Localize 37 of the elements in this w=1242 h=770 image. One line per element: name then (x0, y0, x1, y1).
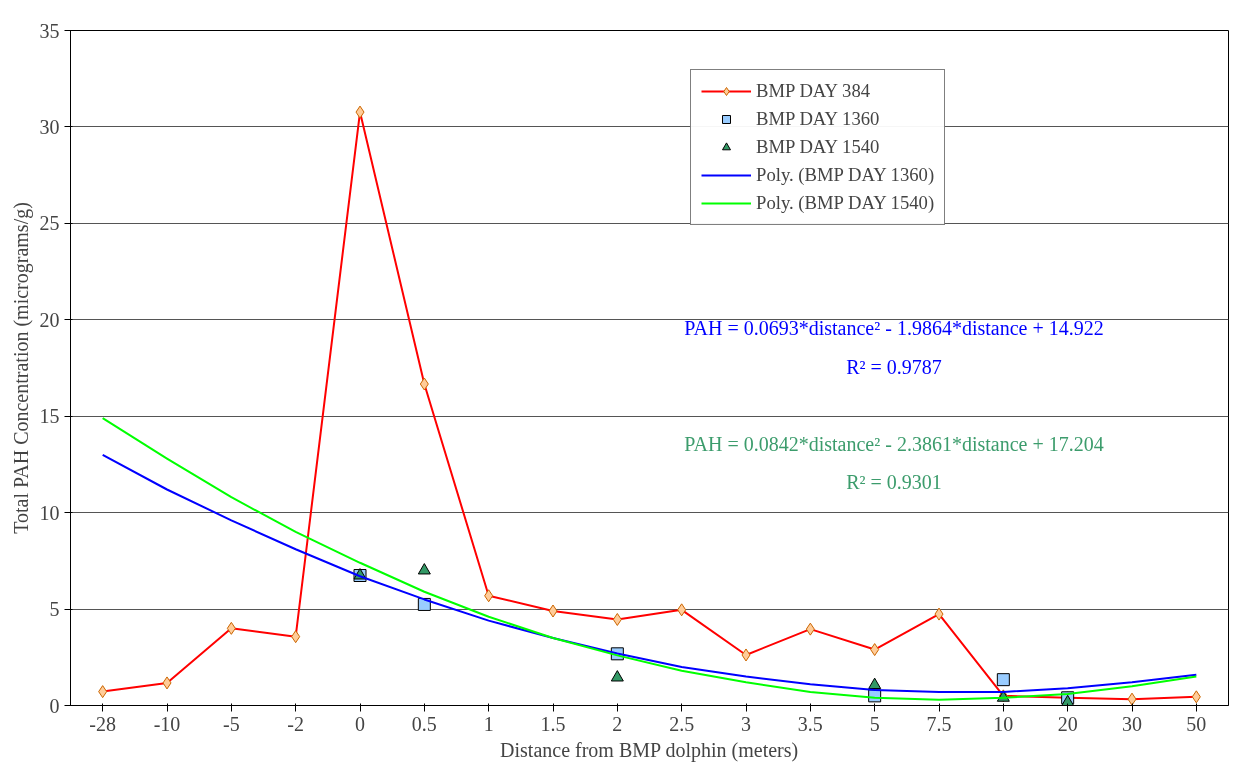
legend-label: Poly. (BMP DAY 1540) (756, 192, 935, 214)
x-tick-label: 10 (993, 712, 1014, 735)
x-tick-label: -28 (89, 712, 117, 735)
annotation: PAH = 0.0693*distance² - 1.9864*distance + 14.922 (684, 317, 1104, 340)
x-tick-label: 2 (612, 712, 623, 735)
legend-label: BMP DAY 384 (756, 80, 871, 102)
y-tick-label: 20 (39, 308, 60, 331)
x-tick-label: -2 (287, 712, 305, 735)
y-tick-label: 15 (39, 405, 60, 428)
annotation: R² = 0.9787 (846, 355, 942, 378)
y-tick-label: 5 (49, 598, 60, 621)
legend-label: BMP DAY 1540 (756, 136, 880, 158)
x-tick-label: 3 (741, 712, 751, 735)
x-tick-label: 30 (1122, 712, 1142, 735)
y-tick-label: 10 (39, 501, 60, 524)
x-tick-label: 5 (869, 712, 880, 735)
x-tick-label: 1.5 (540, 712, 566, 735)
y-axis-title: Total PAH Concentration (micrograms/g) (9, 202, 33, 534)
x-tick-label: 2.5 (669, 712, 695, 735)
legend-label: Poly. (BMP DAY 1360) (756, 164, 935, 186)
x-axis-title: Distance from BMP dolphin (meters) (500, 738, 799, 762)
x-tick-label: 1 (483, 712, 494, 735)
annotation: R² = 0.9301 (846, 471, 942, 494)
y-tick-label: 30 (39, 115, 60, 138)
y-tick-label: 35 (39, 19, 60, 42)
x-tick-label: 3.5 (797, 712, 823, 735)
x-tick-label: 0 (355, 712, 365, 735)
y-tick-label: 0 (49, 694, 60, 717)
y-tick-label: 25 (39, 212, 60, 235)
legend-label: BMP DAY 1360 (756, 108, 880, 130)
x-tick-label: 7.5 (926, 712, 952, 735)
x-tick-label: 20 (1057, 712, 1078, 735)
x-tick-label: -10 (153, 712, 181, 735)
x-tick-label: -5 (223, 712, 240, 735)
x-tick-label: 0.5 (411, 712, 437, 735)
x-tick-label: 50 (1186, 712, 1207, 735)
annotation: PAH = 0.0842*distance² - 2.3861*distance + 17.204 (684, 432, 1104, 455)
